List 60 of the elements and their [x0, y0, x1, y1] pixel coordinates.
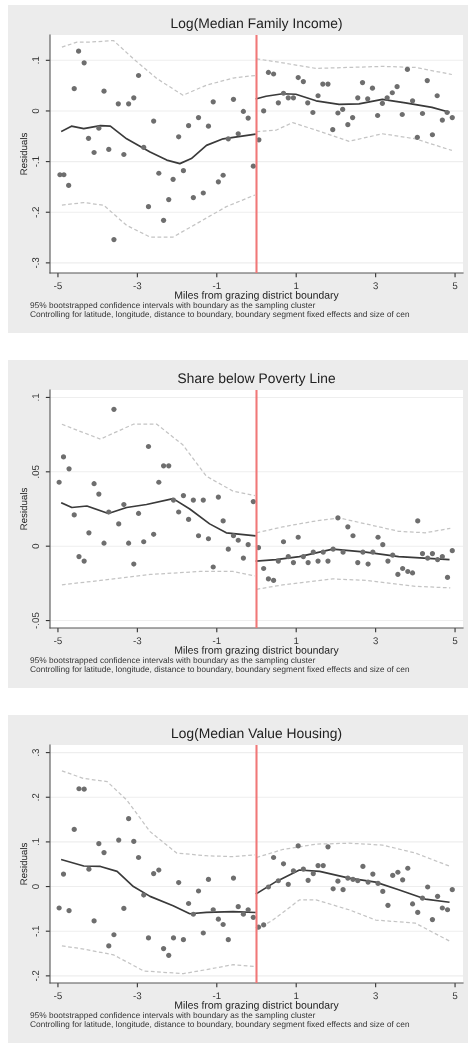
x-tick-label: 1 [294, 282, 299, 290]
y-tick-label: 0 [32, 108, 40, 114]
y-tick-label: .1 [32, 393, 39, 401]
x-tick-label: -1 [212, 637, 221, 645]
x-tick-label: 3 [373, 637, 378, 645]
y-tick-label: .1 [32, 56, 39, 64]
y-axis-title: Residuals [20, 488, 28, 530]
line-series [255, 58, 453, 76]
y-tick-label: -.1 [32, 156, 39, 167]
chart-title: Log(Median Value Housing) [172, 727, 342, 741]
x-tick-label: 3 [373, 992, 378, 1000]
chart-title: Share below Poverty Line [178, 372, 336, 386]
text: 95% bootstrapped confidence intervals with boundary as the sampling cluster [30, 657, 316, 665]
x-tick-label: -5 [54, 637, 62, 645]
text: Controlling for latitude, longitude, distance to boundary, boundary segment fixed effects and size of cen [30, 1021, 410, 1029]
chart-title: Log(Median Family Income) [171, 17, 342, 31]
x-axis-title: Miles from grazing district boundary [175, 1001, 339, 1011]
line-series [255, 517, 451, 534]
y-tick-label: .3 [32, 748, 40, 756]
x-tick-label: -3 [133, 637, 142, 645]
x-tick-label: -3 [133, 992, 142, 1000]
x-tick-label: 1 [294, 992, 299, 1000]
x-tick-label: -3 [133, 282, 142, 290]
y-tick-label: 0 [32, 884, 40, 889]
x-tick-label: -1 [212, 282, 221, 290]
line-series [61, 570, 256, 586]
y-tick-label: -.3 [32, 257, 40, 269]
x-tick-label: 3 [373, 282, 378, 290]
text: Controlling for latitude, longitude, distance to boundary, boundary segment fixed effects and size of cen [30, 666, 410, 674]
line-series [255, 578, 451, 590]
y-tick-label: -.2 [32, 970, 39, 982]
x-tick-label: 5 [452, 637, 458, 645]
text: 95% bootstrapped confidence intervals with boundary as the sampling cluster [30, 1012, 316, 1020]
x-tick-label: 5 [452, 282, 458, 290]
x-axis-title: Miles from grazing district boundary [175, 291, 339, 301]
text: Controlling for latitude, longitude, distance to boundary, boundary segment fixed effects and size of cen [30, 311, 410, 319]
x-axis-title: Miles from grazing district boundary [175, 646, 339, 656]
y-tick-label: 0 [32, 543, 40, 549]
x-tick-label: -1 [212, 992, 221, 1000]
line-series [255, 121, 453, 152]
line-series [61, 945, 256, 975]
text: 95% bootstrapped confidence intervals with boundary as the sampling cluster [30, 302, 316, 310]
line-series [61, 39, 256, 96]
x-tick-label: -5 [54, 992, 62, 1000]
line-series [61, 124, 256, 165]
y-tick-label: .1 [32, 838, 39, 846]
x-tick-label: 5 [452, 992, 458, 1000]
y-tick-label: -.1 [32, 926, 39, 937]
y-tick-label: -.2 [32, 207, 39, 218]
y-tick-label: .05 [32, 465, 40, 478]
y-axis-title: Residuals [20, 843, 28, 885]
y-tick-label: .2 [32, 793, 39, 801]
x-tick-label: 1 [294, 637, 299, 645]
x-tick-label: -5 [54, 282, 62, 290]
line-series [61, 423, 256, 497]
y-tick-label: -.05 [32, 612, 40, 629]
line-series [61, 194, 256, 238]
line-series [255, 548, 450, 562]
y-axis-title: Residuals [20, 133, 28, 175]
line-series [61, 497, 256, 537]
